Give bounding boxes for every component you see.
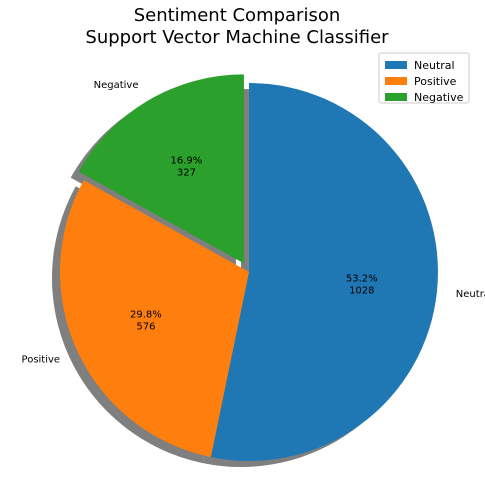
percent-label-neutral: 53.2% — [346, 274, 378, 285]
count-label-positive: 576 — [136, 321, 155, 332]
legend: Neutral Positive Negative — [378, 52, 470, 104]
count-label-neutral: 1028 — [349, 286, 374, 297]
slice-neutral — [210, 83, 438, 462]
slice-label-positive: Positive — [22, 355, 61, 366]
legend-swatch-negative — [385, 93, 407, 101]
legend-swatch-positive — [385, 77, 407, 85]
slice-label-neutral: Neutral — [456, 289, 485, 300]
slice-negative — [78, 74, 244, 264]
legend-label-positive: Positive — [414, 75, 457, 88]
percent-labels: 53.2%1028 29.8%576 16.9%327 — [130, 156, 378, 333]
chart-title-line-2: Support Vector Machine Classifier — [85, 27, 389, 48]
chart-title: Sentiment Comparison Support Vector Mach… — [85, 5, 389, 48]
slice-label-negative: Negative — [94, 80, 139, 91]
slice-positive — [59, 180, 250, 458]
legend-swatch-neutral — [385, 61, 407, 69]
percent-label-negative: 16.9% — [171, 156, 203, 167]
pie-slices — [59, 74, 438, 462]
slice-labels: Neutral Positive Negative — [22, 80, 485, 366]
legend-label-negative: Negative — [414, 91, 464, 104]
chart-title-line-1: Sentiment Comparison — [134, 5, 341, 26]
count-label-negative: 327 — [177, 168, 196, 179]
legend-label-neutral: Neutral — [414, 59, 455, 72]
percent-label-positive: 29.8% — [130, 309, 162, 320]
